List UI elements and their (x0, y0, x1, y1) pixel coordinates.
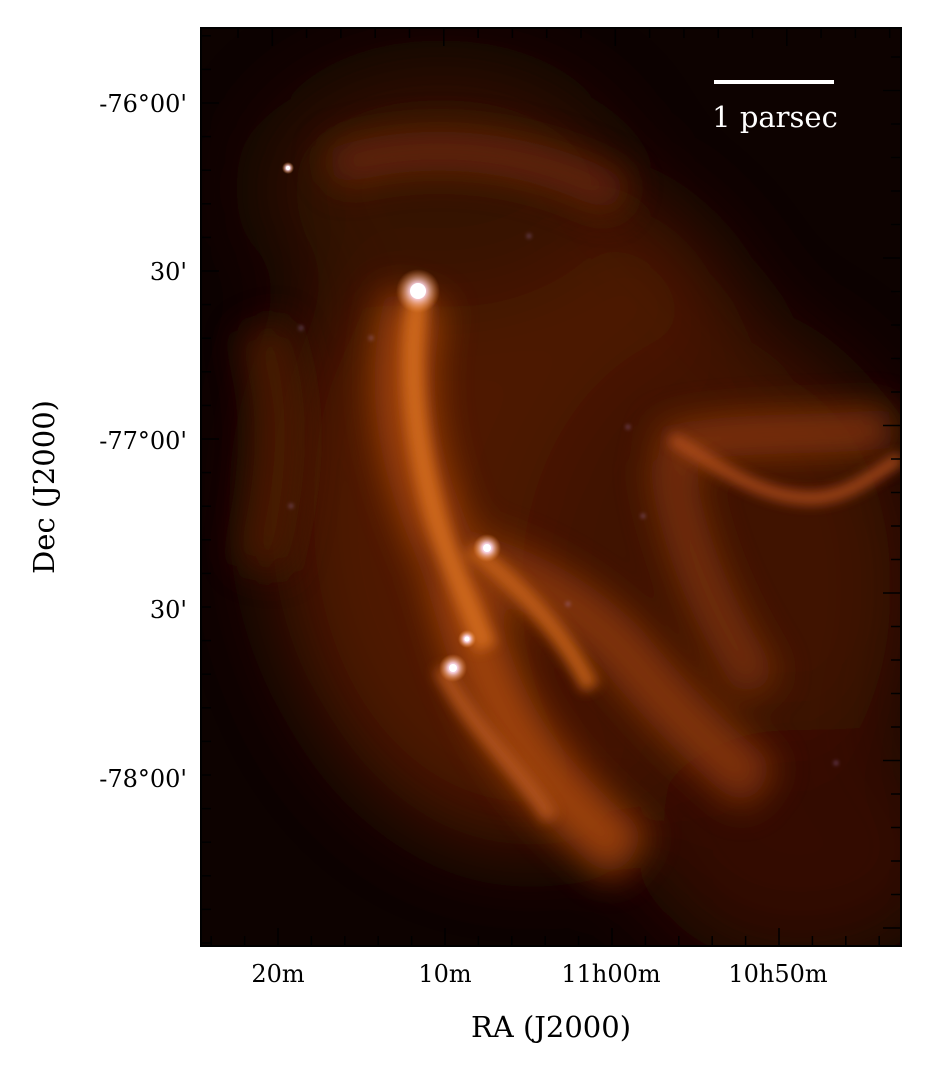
scalebar-line (714, 80, 834, 84)
x-axis-label: RA (J2000) (470, 1010, 632, 1044)
y-tick-label: -78°00' (99, 765, 187, 793)
y-tick-label: 30' (149, 258, 187, 286)
nebula-rendering (201, 28, 901, 946)
y-axis-label: Dec (J2000) (27, 400, 61, 574)
y-tick-label: -77°00' (99, 427, 187, 455)
scalebar-label: 1 parsec (712, 100, 838, 134)
nebula-image (201, 28, 901, 946)
x-tick-label: 20m (251, 960, 305, 988)
x-tick-label: 11h00m (561, 960, 661, 988)
x-tick-label: 10h50m (728, 960, 828, 988)
y-tick-label: -76°00' (99, 90, 187, 118)
y-tick-label: 30' (149, 596, 187, 624)
x-tick-label: 10m (418, 960, 472, 988)
